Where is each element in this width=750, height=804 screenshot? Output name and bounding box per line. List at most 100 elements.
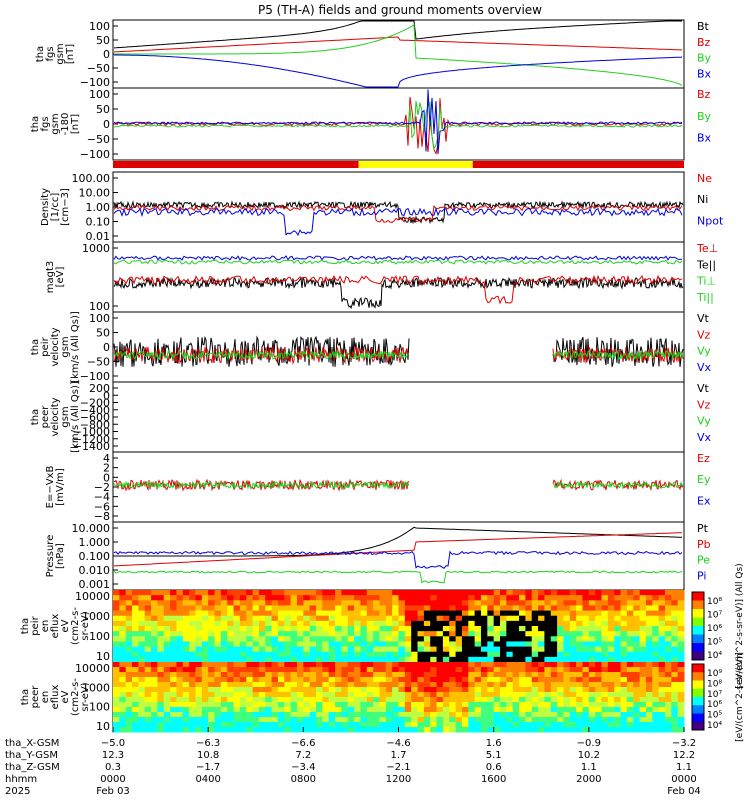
heatmap-cell [170, 600, 177, 606]
heatmap-cell [341, 590, 349, 596]
heatmap-cell [652, 682, 660, 688]
heatmap-cell [170, 651, 177, 658]
x-axis-value: −5.0 [101, 738, 125, 749]
heatmap-cell [633, 590, 641, 596]
heatmap-cell [493, 615, 501, 622]
heatmap-cell [360, 697, 368, 703]
heatmap-cell [151, 600, 158, 606]
heatmap-cell [588, 712, 596, 718]
heatmap-cell [398, 707, 406, 713]
heatmap-cell [512, 722, 520, 728]
heatmap-cell [151, 697, 158, 703]
heatmap-cell [341, 712, 349, 718]
heatmap-cell [360, 682, 368, 688]
heatmap-cell [208, 722, 216, 728]
heatmap-cell [480, 712, 488, 718]
heatmap-cell [277, 667, 285, 673]
heatmap-cell [182, 692, 190, 698]
heatmap-cell [138, 615, 146, 622]
heatmap-cell [132, 677, 139, 683]
heatmap-cell [607, 615, 615, 622]
heatmap-cell [538, 631, 545, 637]
heatmap-cell [227, 631, 235, 637]
heatmap-cell [442, 595, 450, 601]
heatmap-cell [601, 702, 609, 708]
heatmap-cell [645, 707, 653, 713]
heatmap-cell [582, 641, 590, 648]
heatmap-cell [265, 717, 273, 723]
heatmap-cell [182, 590, 190, 596]
heatmap-cell [455, 712, 463, 718]
y-tick-label: 1000 [82, 610, 110, 623]
heatmap-cell [601, 636, 609, 642]
heatmap-cell [132, 727, 139, 733]
heatmap-cell [493, 631, 501, 637]
heatmap-cell [271, 595, 279, 601]
heatmap-cell [639, 667, 647, 673]
heatmap-cell [284, 626, 292, 632]
heatmap-cell [449, 615, 457, 622]
heatmap-cell [170, 626, 177, 632]
heatmap-cell [176, 626, 184, 632]
heatmap-cell [309, 682, 317, 688]
heatmap-cell [455, 651, 463, 658]
heatmap-cell [500, 717, 507, 723]
heatmap-cell [519, 697, 526, 703]
heatmap-cell [525, 605, 533, 612]
x-axis-value: 1600 [481, 774, 506, 785]
heatmap-cell [309, 687, 317, 693]
colorbar-swatch [692, 697, 704, 706]
heatmap-cell [309, 677, 317, 683]
heatmap-cell [607, 641, 615, 648]
y-axis-label: fgs [45, 46, 56, 61]
heatmap-cell [455, 615, 463, 622]
heatmap-cell [645, 677, 653, 683]
heatmap-cell [474, 651, 482, 658]
heatmap-cell [658, 717, 666, 723]
heatmap-cell [531, 600, 539, 606]
heatmap-cell [373, 712, 380, 718]
heatmap-cell [335, 682, 342, 688]
heatmap-cell [620, 702, 628, 708]
heatmap-cell [614, 651, 622, 658]
heatmap-cell [404, 651, 412, 658]
heatmap-cell [335, 626, 342, 632]
heatmap-cell [664, 620, 672, 627]
heatmap-cell [500, 707, 507, 713]
heatmap-cell [442, 717, 450, 723]
heatmap-cell [265, 662, 273, 668]
heatmap-cell [284, 677, 292, 683]
heatmap-cell [576, 641, 583, 648]
heatmap-cell [119, 636, 127, 642]
y-tick-label: 2 [103, 462, 110, 475]
heatmap-cell [633, 662, 641, 668]
heatmap-cell [442, 615, 450, 622]
heatmap-cell [385, 620, 393, 627]
heatmap-cell [404, 682, 412, 688]
heatmap-cell [677, 646, 685, 653]
heatmap-cell [265, 600, 273, 606]
heatmap-cell [119, 702, 127, 708]
heatmap-cell [671, 631, 679, 637]
heatmap-cell [208, 641, 216, 648]
heatmap-cell [309, 626, 317, 632]
heatmap-cell [601, 707, 609, 713]
heatmap-cell [436, 626, 444, 632]
heatmap-cell [360, 626, 368, 632]
heatmap-cell [576, 636, 583, 642]
heatmap-cell [620, 610, 628, 617]
heatmap-cell [265, 595, 273, 601]
heatmap-cell [455, 595, 463, 601]
heatmap-cell [284, 590, 292, 596]
heatmap-cell [430, 687, 438, 693]
legend-entry: Ey [697, 473, 711, 486]
heatmap-cell [563, 727, 571, 733]
heatmap-cell [258, 626, 266, 632]
heatmap-cell [595, 600, 603, 606]
heatmap-cell [316, 620, 323, 627]
heatmap-cell [290, 615, 298, 622]
heatmap-cell [328, 656, 336, 663]
heatmap-cell [563, 651, 571, 658]
heatmap-cell [519, 702, 526, 708]
heatmap-cell [151, 636, 158, 642]
